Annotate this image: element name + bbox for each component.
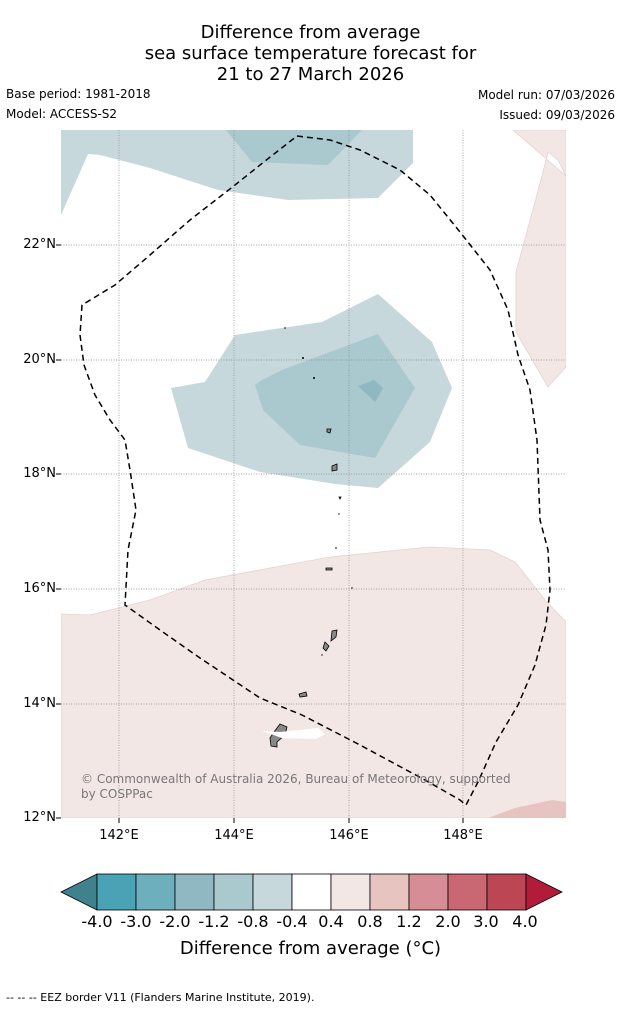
cb-tick-0: -4.0: [81, 912, 113, 931]
title-line-2: sea surface temperature forecast for: [144, 43, 477, 64]
colorbar: [60, 873, 563, 911]
colorbar-segment: [408, 873, 449, 911]
lon-label-148e: 148°E: [443, 828, 483, 843]
warm-anomaly-east: [512, 130, 566, 388]
cb-tick-6: 0.4: [318, 912, 344, 931]
lat-label-20n: 20°N: [23, 352, 56, 367]
base-period: Base period: 1981-2018: [6, 87, 151, 101]
cool-anomaly-central-core: [255, 334, 415, 458]
lat-label-18n: 18°N: [23, 466, 56, 481]
rota-island: [298, 691, 308, 698]
colorbar-segment: [369, 873, 410, 911]
lat-label-22n: 22°N: [23, 237, 56, 252]
warm-anomaly-south: [61, 546, 566, 818]
model-name: Model: ACCESS-S2: [6, 107, 118, 121]
warm-anomaly-corner: [488, 800, 566, 818]
axis-ticks: [56, 244, 464, 823]
tinian-island: [322, 641, 330, 652]
agrihan-island: [331, 463, 338, 472]
cool-anomaly-north-core: [226, 130, 362, 165]
pagan-island: [338, 496, 342, 500]
colorbar-segment: [330, 873, 371, 911]
cb-tick-8: 1.2: [396, 912, 422, 931]
colorbar-segment: [96, 873, 137, 911]
copyright-notice: © Commonwealth of Australia 2026, Bureau…: [81, 772, 511, 801]
title-line-1: Difference from average: [200, 22, 421, 43]
colorbar-segment: [174, 873, 215, 911]
saipan-island: [330, 629, 338, 642]
issued-date: Issued: 09/03/2026: [499, 108, 615, 122]
colorbar-extend-high: [525, 873, 563, 911]
asuncion-island: [326, 428, 332, 434]
gridlines: [61, 130, 566, 818]
model-run: Model run: 07/03/2026: [477, 88, 615, 102]
cb-tick-5: -0.4: [276, 912, 308, 931]
colorbar-segment: [447, 873, 488, 911]
anatahan-island: [325, 567, 333, 571]
lat-label-14n: 14°N: [23, 696, 56, 711]
cb-tick-9: 2.0: [435, 912, 461, 931]
cb-tick-11: 4.0: [512, 912, 538, 931]
colorbar-segment: [291, 873, 332, 911]
lat-label-16n: 16°N: [23, 581, 56, 596]
cb-tick-3: -1.2: [198, 912, 230, 931]
cool-anomaly-central-spot: [358, 380, 383, 402]
land-plume: [262, 728, 325, 739]
colorbar-title: Difference from average (°C): [179, 938, 442, 959]
lat-label-12n: 12°N: [23, 810, 56, 825]
eez-footnote: -- -- -- EEZ border V11 (Flanders Marine…: [6, 991, 315, 1004]
cb-tick-1: -3.0: [120, 912, 152, 931]
lon-label-146e: 146°E: [329, 828, 369, 843]
cb-tick-4: -0.8: [237, 912, 269, 931]
lon-label-144e: 144°E: [214, 828, 254, 843]
colorbar-segment: [213, 873, 254, 911]
cb-tick-10: 3.0: [473, 912, 499, 931]
colorbar-segment: [486, 873, 527, 911]
eez-border: [79, 135, 551, 807]
small-islets: [284, 327, 353, 656]
cb-tick-2: -2.0: [159, 912, 191, 931]
colorbar-segment: [135, 873, 176, 911]
colorbar-segment: [252, 873, 293, 911]
map-title: Difference from average sea surface temp…: [0, 22, 621, 85]
colorbar-extend-low: [60, 873, 98, 911]
lon-label-142e: 142°E: [99, 828, 139, 843]
title-line-3: 21 to 27 March 2026: [216, 64, 405, 85]
cb-tick-7: 0.8: [357, 912, 383, 931]
